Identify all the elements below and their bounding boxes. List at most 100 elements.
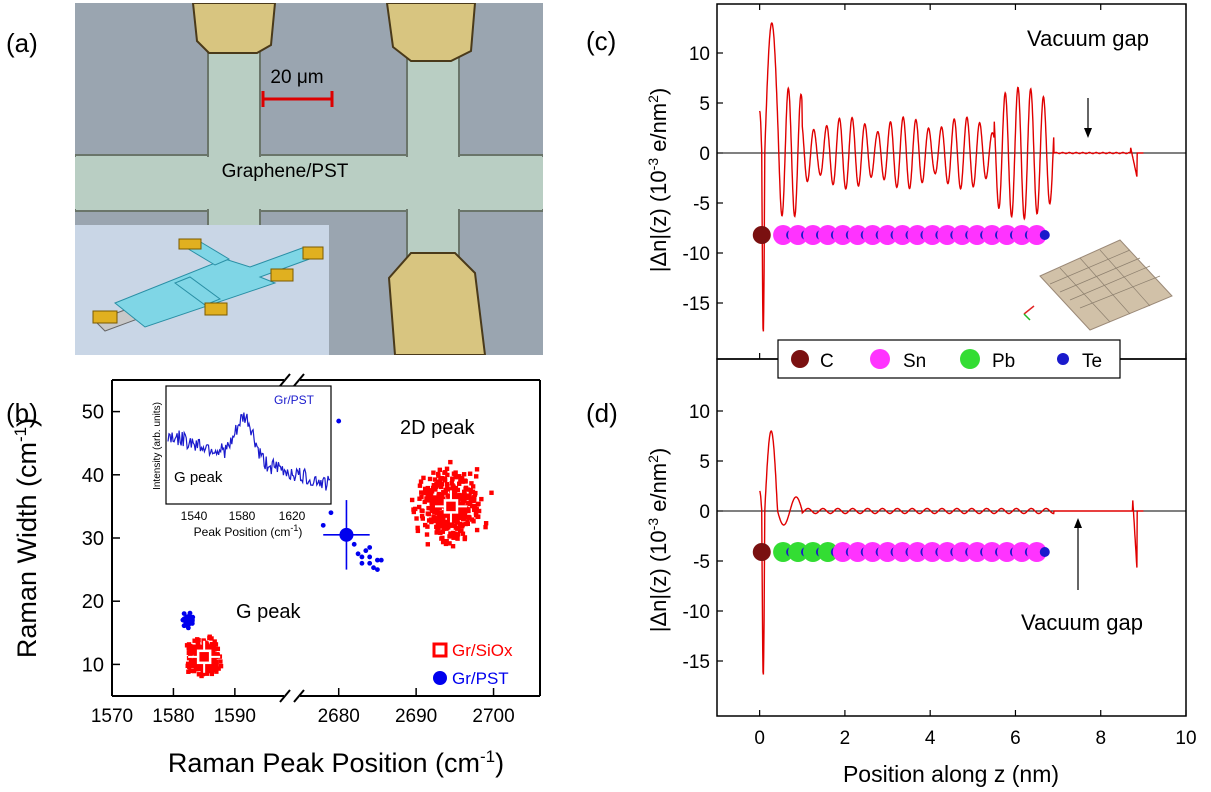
gr-siox-point	[483, 521, 489, 526]
atom-Pb	[817, 542, 838, 562]
gr-siox-point	[214, 663, 219, 668]
gr-pst-point	[359, 554, 365, 560]
gr-siox-point	[436, 483, 441, 488]
atom-Sn	[952, 225, 973, 245]
gr-siox-point	[417, 483, 423, 488]
gr-siox-point	[458, 495, 464, 501]
gr-siox-point	[440, 529, 446, 534]
gr-siox-point	[425, 493, 430, 498]
atom-Pb	[773, 542, 794, 562]
gr-siox-point	[454, 493, 459, 498]
gr-siox-point	[479, 496, 484, 502]
gr-pst-point	[185, 625, 191, 631]
y-tick-label: -15	[683, 294, 710, 315]
gr-pst-point	[375, 567, 380, 572]
raman-inset: Gr/PST G peak 1540 1580 1620 Peak Positi…	[152, 385, 332, 539]
gr-siox-point	[444, 513, 449, 518]
atom-Sn	[802, 225, 823, 245]
gold-electrodes	[191, 3, 487, 355]
panel-b-xtick-label: 2690	[395, 706, 437, 727]
gr-siox-point	[432, 515, 437, 521]
gr-siox-point	[445, 472, 450, 478]
gr-pst-point	[181, 611, 187, 617]
atom-Sn	[847, 542, 868, 562]
gr-pst-point	[336, 418, 342, 424]
gr-siox-point	[435, 506, 440, 511]
panel-d-ylabel: |Δn|(z) (10-3 e/nm2)	[645, 448, 671, 633]
panel-b-xtick-label: 2680	[318, 706, 360, 727]
gr-siox-point	[424, 532, 430, 537]
gr-siox-point	[489, 490, 494, 495]
panel-b-legend: Gr/SiOx Gr/PST	[432, 641, 513, 688]
gr-siox-point	[437, 467, 443, 473]
chart-panel-b: 10 20 30 40 50 1570 1580 1590 2680 2690 2700 Rama…	[11, 373, 541, 778]
gr-siox-point	[184, 643, 190, 648]
gr-siox-point	[420, 516, 426, 521]
gr-siox-point	[186, 669, 191, 674]
panel-d-arrow	[1074, 518, 1082, 528]
gr-siox-point	[458, 515, 463, 521]
gr-siox-point	[445, 484, 450, 489]
gr-siox-point	[463, 508, 469, 514]
panel-d-xlabel: Position along z (nm)	[843, 761, 1059, 787]
micrograph-panel-a: 20 μm Graphene/PST	[75, 3, 543, 355]
gr-siox-point	[462, 498, 467, 503]
gr-siox-point	[212, 647, 217, 652]
gr-siox-point	[455, 487, 461, 493]
panel-c-ylabel: |Δn|(z) (10-3 e/nm2)	[645, 88, 671, 273]
legend-C-marker	[791, 350, 809, 368]
gr-siox-point	[218, 663, 224, 669]
gr-siox-point	[418, 479, 424, 484]
gr-siox-point	[472, 503, 478, 509]
gr-siox-point	[443, 490, 448, 495]
gr-siox-point	[421, 475, 426, 481]
gr-siox-point	[464, 495, 469, 501]
panel-b-xtick-label: 1580	[152, 706, 194, 727]
atom-Sn	[862, 225, 883, 245]
panel-c-vacuum-gap: Vacuum gap	[1027, 26, 1149, 51]
gr-siox-point	[432, 497, 437, 502]
gr-siox-point	[421, 490, 426, 495]
panel-c-atom-chain	[752, 225, 1050, 245]
gr-siox-point	[415, 525, 420, 531]
gr-siox-point	[429, 500, 434, 505]
gr-siox-point	[427, 476, 433, 482]
atom-Sn	[877, 225, 898, 245]
gr-siox-point	[443, 525, 448, 530]
panel-d-atom-chain	[752, 542, 1050, 562]
gr-siox-point	[215, 646, 221, 652]
gr-siox-point	[463, 505, 468, 511]
gr-siox-point	[466, 507, 471, 513]
gr-siox-point	[444, 466, 450, 471]
inset-g-peak: G peak	[174, 469, 223, 486]
gr-siox-point	[456, 474, 461, 479]
legend-Pb: Pb	[992, 351, 1015, 372]
gr-siox-point	[461, 472, 467, 477]
atom-Sn	[937, 542, 958, 562]
gr-siox-point	[440, 519, 445, 524]
gr-siox-point	[476, 514, 481, 519]
gr-pst-point	[371, 565, 376, 571]
gr-siox-point	[432, 518, 438, 523]
gr-siox-point	[448, 520, 453, 525]
gr-siox-point	[439, 512, 444, 517]
gr-siox-point	[468, 487, 473, 493]
gr-siox-point	[440, 475, 445, 481]
gr-siox-point	[440, 539, 446, 545]
gr-siox-point	[425, 511, 431, 516]
gr-siox-point	[462, 535, 468, 540]
gr-siox-point	[442, 520, 448, 526]
atom-Sn	[832, 542, 853, 562]
gr-siox-point	[445, 486, 450, 492]
gr-siox-point	[447, 541, 452, 546]
gr-siox-point	[212, 657, 217, 662]
gr-siox-point	[443, 470, 448, 475]
gr-siox-point	[450, 544, 456, 549]
sample-label: Graphene/PST	[222, 161, 349, 182]
gr-siox-point	[449, 481, 454, 486]
device-schematic	[92, 238, 324, 332]
gr-siox-point	[469, 481, 474, 486]
panels-cd-ticks: 10 10 5 5 0 0 -5 -5 -10 -10 -15 -15 0 2 4 6 8 10	[683, 4, 1197, 749]
gr-siox-point	[429, 489, 435, 494]
panel-a-label: (a)	[6, 28, 38, 58]
